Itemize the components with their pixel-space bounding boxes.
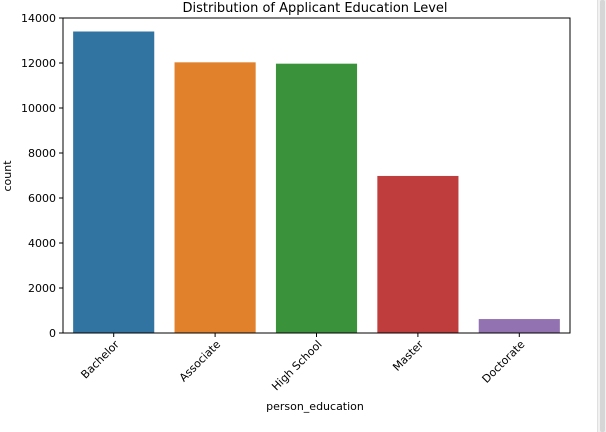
y-tick-label: 14000 bbox=[21, 12, 56, 25]
x-tick-label: Associate bbox=[177, 338, 224, 385]
y-axis-label: count bbox=[1, 160, 14, 192]
chart-title: Distribution of Applicant Education Leve… bbox=[182, 1, 447, 16]
y-tick-label: 4000 bbox=[28, 237, 56, 250]
scrollbar-thumb[interactable] bbox=[600, 0, 605, 432]
x-axis-label: person_education bbox=[266, 400, 364, 413]
page-scrollbar[interactable] bbox=[597, 0, 606, 432]
bar-associate bbox=[174, 62, 256, 333]
y-tick-label: 8000 bbox=[28, 147, 56, 160]
x-tick-label: Bachelor bbox=[78, 338, 122, 382]
y-tick-label: 2000 bbox=[28, 282, 56, 295]
bar-doctorate bbox=[478, 319, 560, 333]
y-tick-label: 12000 bbox=[21, 57, 56, 70]
x-tick-label: Doctorate bbox=[480, 338, 528, 386]
bars-layer bbox=[73, 31, 560, 334]
x-tick-label: High School bbox=[269, 338, 324, 393]
y-tick-label: 6000 bbox=[28, 192, 56, 205]
x-tick-label: Master bbox=[390, 338, 426, 374]
y-tick-label: 0 bbox=[49, 327, 56, 340]
plot-frame bbox=[62, 17, 571, 334]
bar-bachelor bbox=[73, 31, 155, 333]
bar-master bbox=[377, 175, 459, 333]
y-tick-label: 10000 bbox=[21, 102, 56, 115]
bar-high-school bbox=[275, 63, 358, 334]
